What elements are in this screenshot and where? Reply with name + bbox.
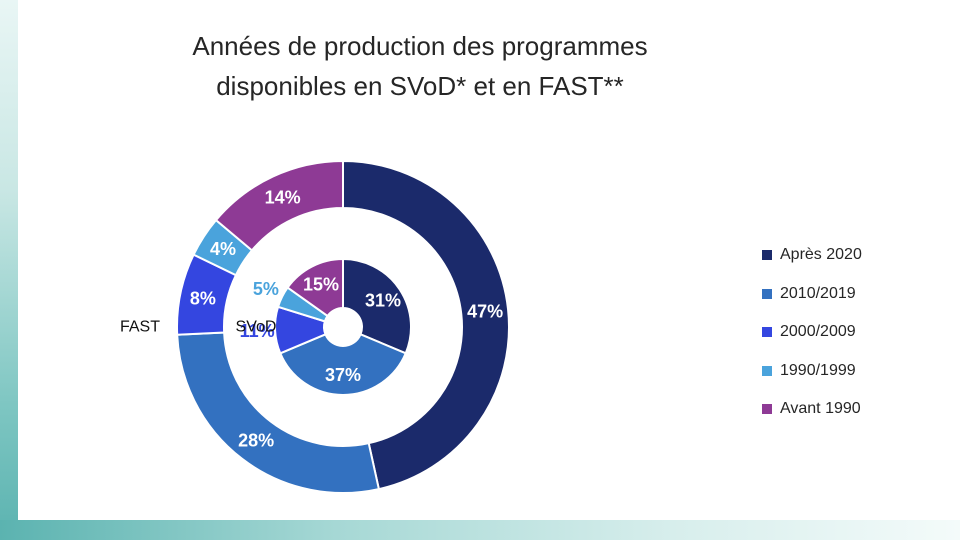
legend-item-apres-2020: Après 2020 bbox=[762, 236, 862, 275]
svod-slice-apres-2020 bbox=[342, 257, 412, 355]
background-gradient-bottom bbox=[0, 520, 960, 540]
legend-label-avant-1990: Avant 1990 bbox=[780, 400, 861, 418]
chart-legend: Après 2020 2010/2019 2000/2009 1990/1999 Ava… bbox=[762, 236, 862, 429]
fast-slice-avant-1990 bbox=[214, 159, 344, 252]
legend-swatch-apres-2020 bbox=[762, 250, 772, 261]
svod-label-apres-2020: 31% bbox=[365, 290, 401, 310]
series-name-fast: FAST bbox=[120, 319, 160, 336]
fast-label-apres-2020: 47% bbox=[467, 301, 503, 321]
legend-label-2010-2019: 2010/2019 bbox=[780, 284, 856, 302]
legend-item-2010-2019: 2010/2019 bbox=[762, 275, 862, 314]
fast-slice-apres-2020 bbox=[342, 159, 510, 491]
legend-item-1990-1999: 1990/1999 bbox=[762, 352, 862, 391]
fast-label-avant-1990: 14% bbox=[265, 187, 301, 207]
fast-label-2010-2019: 28% bbox=[238, 431, 274, 451]
svod-label-2010-2019: 37% bbox=[325, 365, 361, 385]
fast-label-2000-2009: 8% bbox=[190, 288, 216, 308]
legend-label-2000-2009: 2000/2009 bbox=[780, 323, 856, 341]
legend-item-avant-1990: Avant 1990 bbox=[762, 390, 862, 429]
fast-label-1990-1999: 4% bbox=[210, 239, 236, 259]
legend-swatch-2010-2019 bbox=[762, 288, 772, 299]
background-gradient-left bbox=[0, 0, 18, 540]
svod-label-1990-1999: 5% bbox=[253, 279, 279, 299]
legend-swatch-1990-1999 bbox=[762, 365, 772, 376]
svod-label-2000-2009: 11% bbox=[240, 321, 275, 341]
legend-item-2000-2009: 2000/2009 bbox=[762, 313, 862, 352]
legend-label-apres-2020: Après 2020 bbox=[780, 246, 862, 264]
svod-slice-2010-2019 bbox=[278, 333, 408, 396]
legend-swatch-2000-2009 bbox=[762, 327, 772, 338]
svod-slice-avant-1990 bbox=[286, 257, 344, 318]
svod-label-avant-1990: 15% bbox=[303, 274, 339, 294]
legend-swatch-avant-1990 bbox=[762, 404, 772, 415]
legend-label-1990-1999: 1990/1999 bbox=[780, 361, 856, 379]
series-name-svod: SVoD bbox=[236, 319, 277, 336]
chart-title: Années de production des programmes disp… bbox=[192, 31, 648, 101]
